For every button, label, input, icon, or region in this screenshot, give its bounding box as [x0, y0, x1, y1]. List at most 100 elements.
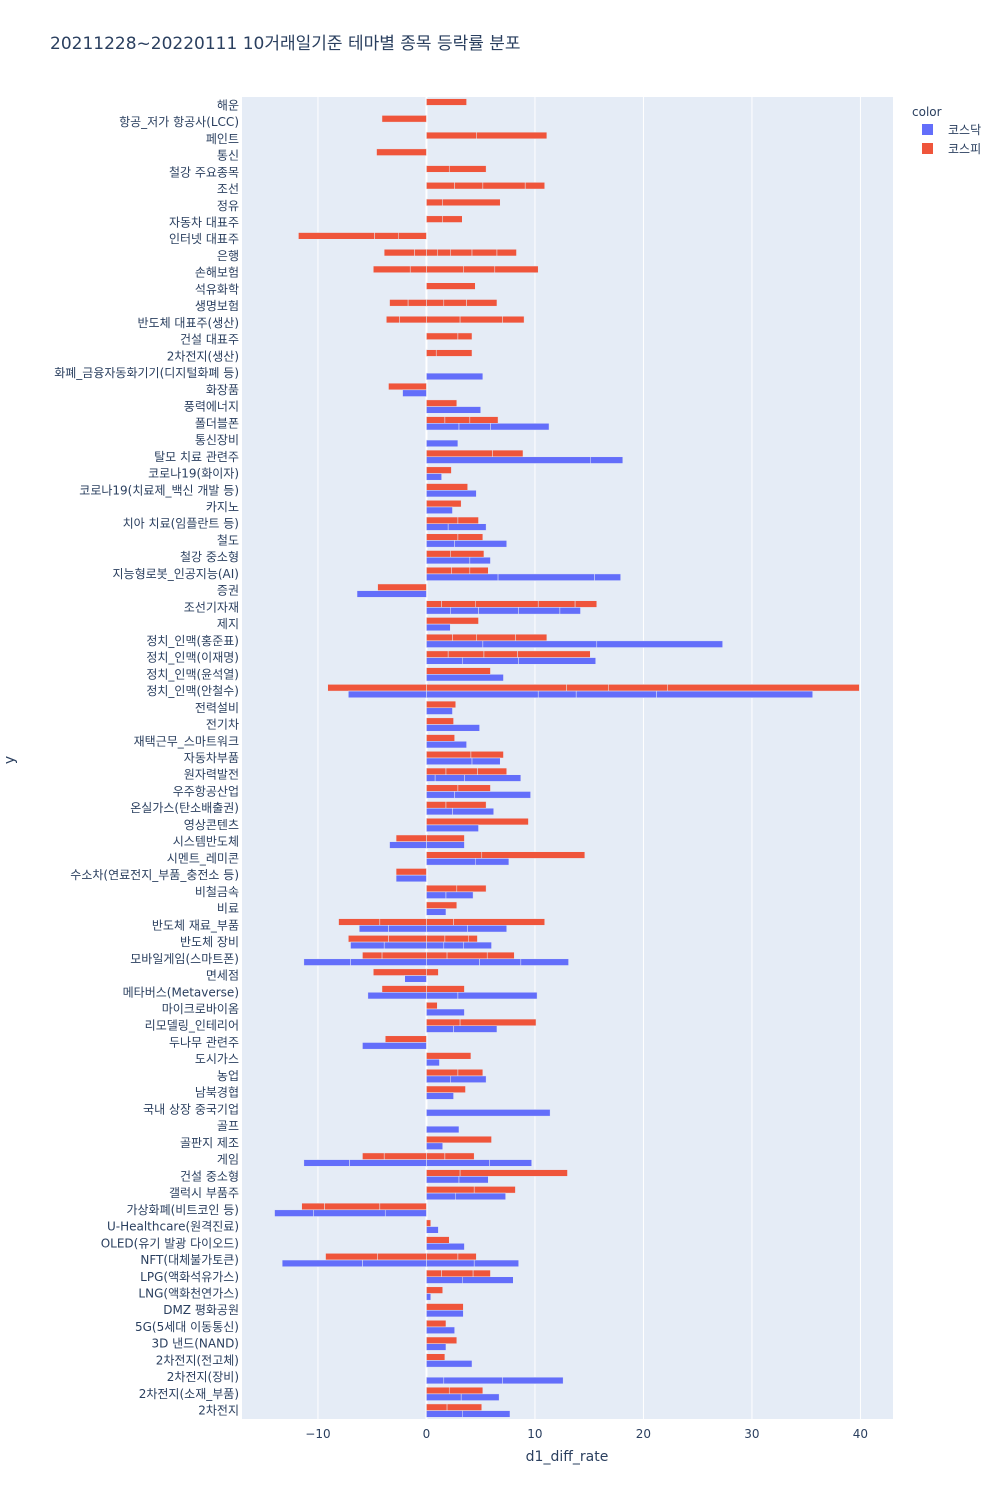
bar-segment-kospi[interactable]: [448, 165, 487, 173]
bar-segment-kospi[interactable]: [409, 265, 427, 273]
bar-segment-kosdaq[interactable]: [426, 807, 453, 816]
bar-segment-kospi[interactable]: [457, 1069, 484, 1077]
bar-segment-kosdaq[interactable]: [426, 791, 455, 799]
bar-segment-kospi[interactable]: [426, 215, 443, 223]
bar-segment-kospi[interactable]: [473, 1186, 516, 1194]
bar-segment-kospi[interactable]: [373, 265, 411, 273]
bar-segment-kospi[interactable]: [325, 1253, 378, 1261]
bar-segment-kosdaq[interactable]: [443, 1376, 503, 1385]
bar-segment-kosdaq[interactable]: [426, 657, 463, 665]
bar-segment-kosdaq[interactable]: [455, 1192, 506, 1201]
bar-segment-kosdaq[interactable]: [594, 573, 621, 581]
bar-segment-kospi[interactable]: [426, 767, 447, 775]
bar-segment-kosdaq[interactable]: [281, 1259, 363, 1267]
bar-segment-kospi[interactable]: [426, 617, 479, 625]
bar-segment-kospi[interactable]: [469, 416, 499, 424]
bar-segment-kosdaq[interactable]: [443, 941, 464, 950]
bar-segment-kosdaq[interactable]: [559, 607, 581, 615]
bar-segment-kosdaq[interactable]: [454, 540, 507, 548]
bar-segment-kospi[interactable]: [426, 449, 493, 458]
bar-segment-kospi[interactable]: [451, 566, 471, 575]
bar-segment-kosdaq[interactable]: [502, 1376, 564, 1385]
bar-segment-kospi[interactable]: [348, 935, 389, 943]
bar-segment-kosdaq[interactable]: [469, 556, 491, 565]
bar-segment-kosdaq[interactable]: [426, 908, 447, 916]
bar-segment-kospi[interactable]: [452, 633, 477, 642]
bar-segment-kosdaq[interactable]: [478, 607, 519, 615]
bar-segment-kospi[interactable]: [426, 466, 452, 474]
bar-segment-kospi[interactable]: [426, 349, 437, 357]
bar-segment-kospi[interactable]: [426, 650, 449, 658]
bar-segment-kosdaq[interactable]: [426, 1176, 460, 1184]
bar-segment-kospi[interactable]: [426, 834, 465, 842]
bar-segment-kospi[interactable]: [444, 935, 470, 943]
bar-segment-kospi[interactable]: [426, 1303, 464, 1311]
bar-segment-kospi[interactable]: [301, 1202, 325, 1211]
bar-segment-kospi[interactable]: [445, 767, 478, 775]
bar-segment-kosdaq[interactable]: [367, 992, 427, 1000]
bar-segment-kospi[interactable]: [426, 935, 446, 943]
bar-segment-kosdaq[interactable]: [426, 1075, 451, 1083]
bar-segment-kospi[interactable]: [486, 951, 515, 960]
bar-segment-kosdaq[interactable]: [426, 540, 455, 548]
bar-segment-kosdaq[interactable]: [404, 975, 427, 983]
bar-segment-kospi[interactable]: [537, 600, 576, 608]
bar-segment-kospi[interactable]: [324, 1202, 381, 1211]
bar-segment-kosdaq[interactable]: [349, 1159, 427, 1167]
bar-segment-kospi[interactable]: [457, 1253, 477, 1261]
bar-segment-kospi[interactable]: [426, 633, 453, 642]
bar-segment-kospi[interactable]: [502, 315, 525, 324]
bar-segment-kosdaq[interactable]: [388, 925, 427, 933]
bar-segment-kosdaq[interactable]: [426, 824, 479, 832]
bar-segment-kosdaq[interactable]: [426, 573, 499, 581]
bar-segment-kospi[interactable]: [389, 299, 409, 307]
bar-segment-kospi[interactable]: [471, 249, 498, 257]
bar-segment-kospi[interactable]: [492, 449, 524, 458]
bar-segment-kosdaq[interactable]: [426, 406, 481, 414]
bar-segment-kosdaq[interactable]: [489, 1159, 532, 1167]
bar-segment-kospi[interactable]: [397, 232, 427, 240]
bar-segment-kosdaq[interactable]: [426, 1276, 463, 1284]
bar-segment-kospi[interactable]: [426, 332, 459, 340]
bar-segment-kospi[interactable]: [426, 784, 459, 792]
bar-segment-kospi[interactable]: [496, 249, 517, 257]
bar-segment-kospi[interactable]: [381, 985, 427, 993]
bar-segment-kosdaq[interactable]: [426, 607, 451, 615]
bar-segment-kospi[interactable]: [426, 734, 455, 742]
bar-segment-kosdaq[interactable]: [426, 1142, 443, 1150]
bar-segment-kosdaq[interactable]: [384, 1209, 427, 1217]
bar-segment-kosdaq[interactable]: [426, 1058, 440, 1067]
bar-segment-kosdaq[interactable]: [454, 791, 531, 799]
bar-segment-kospi[interactable]: [426, 299, 445, 307]
bar-segment-kospi[interactable]: [381, 115, 427, 123]
bar-segment-kosdaq[interactable]: [497, 573, 595, 581]
bar-segment-kospi[interactable]: [426, 1052, 472, 1060]
bar-segment-kosdaq[interactable]: [426, 1259, 475, 1267]
bar-segment-kosdaq[interactable]: [389, 841, 427, 849]
bar-segment-kosdaq[interactable]: [473, 1259, 519, 1267]
bar-segment-kospi[interactable]: [426, 249, 438, 257]
bar-segment-kosdaq[interactable]: [426, 473, 442, 481]
bar-segment-kospi[interactable]: [426, 500, 462, 508]
bar-segment-kospi[interactable]: [426, 282, 476, 290]
bar-segment-kospi[interactable]: [426, 951, 448, 960]
bar-segment-kospi[interactable]: [453, 918, 545, 926]
bar-segment-kospi[interactable]: [426, 416, 446, 424]
bar-segment-kospi[interactable]: [445, 801, 487, 809]
bar-segment-kosdaq[interactable]: [350, 941, 385, 950]
bar-segment-kospi[interactable]: [463, 265, 496, 273]
bar-segment-kospi[interactable]: [383, 1152, 427, 1160]
bar-segment-kosdaq[interactable]: [426, 724, 480, 732]
bar-segment-kosdaq[interactable]: [464, 774, 522, 782]
bar-segment-kospi[interactable]: [435, 349, 473, 357]
bar-segment-kospi[interactable]: [362, 1152, 385, 1160]
bar-segment-kosdaq[interactable]: [426, 456, 591, 464]
bar-segment-kosdaq[interactable]: [520, 958, 569, 966]
bar-segment-kosdaq[interactable]: [490, 423, 550, 431]
bar-segment-kospi[interactable]: [426, 1169, 461, 1177]
bar-segment-kospi[interactable]: [475, 600, 539, 608]
bar-segment-kosdaq[interactable]: [356, 590, 427, 598]
bar-segment-kospi[interactable]: [426, 817, 529, 826]
bar-segment-kospi[interactable]: [395, 868, 427, 876]
bar-segment-kosdaq[interactable]: [426, 1008, 465, 1016]
